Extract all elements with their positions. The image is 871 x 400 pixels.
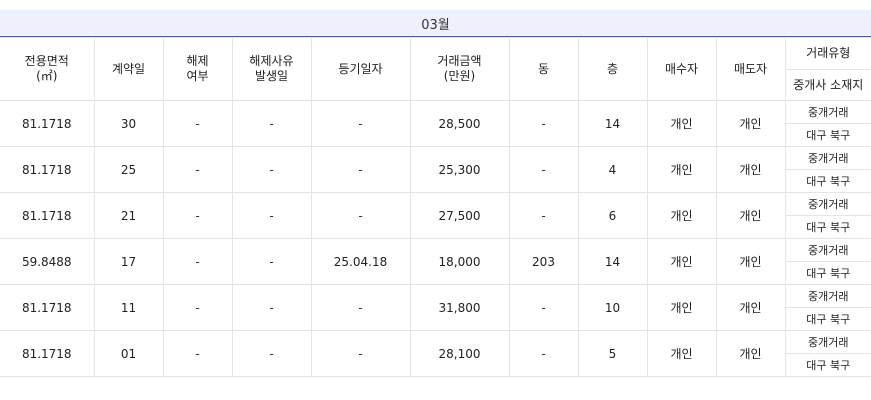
cell-buyer: 개인 xyxy=(646,238,717,285)
transaction-table: 전용면적 (㎡) 계약일 해제 여부 해제사유 발생일 등기일자 거래금액 (만… xyxy=(0,37,871,377)
cell-cancel-date: - xyxy=(231,146,312,193)
cell-cancel-date: - xyxy=(231,192,312,239)
cell-price: 25,300 xyxy=(409,146,510,193)
cell-cancel-date: - xyxy=(231,238,312,285)
col-header-dong: 동 xyxy=(508,37,579,101)
col-header-cancel-reason-date: 해제사유 발생일 xyxy=(231,37,312,101)
cell-seller: 개인 xyxy=(715,146,786,193)
cell-area: 81.1718 xyxy=(0,330,95,377)
cell-agent-location: 대구 북구 xyxy=(785,169,871,193)
col-header-seller: 매도자 xyxy=(715,37,786,101)
cell-area: 81.1718 xyxy=(0,284,95,331)
cell-deal-type: 중개거래 xyxy=(784,146,871,170)
cell-agent-location: 대구 북구 xyxy=(785,123,871,147)
table-row-sub: 대구 북구 xyxy=(0,123,871,147)
cell-dong: - xyxy=(508,192,579,239)
cell-cancel: - xyxy=(162,284,233,331)
cell-deal-type: 중개거래 xyxy=(784,192,871,216)
cell-dong: - xyxy=(508,284,579,331)
cell-contract-day: 11 xyxy=(93,284,164,331)
col-header-agent-location: 중개사 소재지 xyxy=(785,69,871,101)
cell-registration-date: - xyxy=(310,284,411,331)
cell-price: 18,000 xyxy=(409,238,510,285)
cell-area: 81.1718 xyxy=(0,146,95,193)
col-header-price: 거래금액 (만원) xyxy=(409,37,510,101)
cell-registration-date: - xyxy=(310,100,411,147)
cell-contract-day: 21 xyxy=(93,192,164,239)
month-label: 03월 xyxy=(421,17,450,33)
cell-area: 59.8488 xyxy=(0,238,95,285)
col-header-registration-date: 등기일자 xyxy=(310,37,411,101)
cell-seller: 개인 xyxy=(715,192,786,239)
cell-seller: 개인 xyxy=(715,284,786,331)
cell-floor: 6 xyxy=(577,192,648,239)
cell-area: 81.1718 xyxy=(0,192,95,239)
cell-price: 27,500 xyxy=(409,192,510,239)
cell-area: 81.1718 xyxy=(0,100,95,147)
table-row: 59.8488 17 - - 25.04.18 18,000 203 14 개인… xyxy=(0,238,871,285)
cell-cancel: - xyxy=(162,146,233,193)
cell-floor: 4 xyxy=(577,146,648,193)
cell-buyer: 개인 xyxy=(646,330,717,377)
col-header-deal-type: 거래유형 xyxy=(784,37,871,70)
cell-registration-date: - xyxy=(310,330,411,377)
cell-cancel-date: - xyxy=(231,284,312,331)
cell-buyer: 개인 xyxy=(646,146,717,193)
cell-registration-date: 25.04.18 xyxy=(310,238,411,285)
cell-cancel: - xyxy=(162,238,233,285)
cell-cancel-date: - xyxy=(231,100,312,147)
cell-deal-type: 중개거래 xyxy=(784,238,871,262)
col-header-contract-day: 계약일 xyxy=(93,37,164,101)
cell-dong: - xyxy=(508,146,579,193)
cell-cancel: - xyxy=(162,192,233,239)
cell-agent-location: 대구 북구 xyxy=(785,215,871,239)
table-row: 81.1718 21 - - - 27,500 - 6 개인 개인 중개거래 xyxy=(0,192,871,239)
cell-floor: 14 xyxy=(577,238,648,285)
table-row: 81.1718 01 - - - 28,100 - 5 개인 개인 중개거래 xyxy=(0,330,871,377)
cell-contract-day: 01 xyxy=(93,330,164,377)
cell-contract-day: 30 xyxy=(93,100,164,147)
col-header-area: 전용면적 (㎡) xyxy=(0,37,95,101)
cell-contract-day: 17 xyxy=(93,238,164,285)
cell-price: 31,800 xyxy=(409,284,510,331)
col-header-cancel: 해제 여부 xyxy=(162,37,233,101)
cell-price: 28,100 xyxy=(409,330,510,377)
cell-registration-date: - xyxy=(310,146,411,193)
cell-buyer: 개인 xyxy=(646,284,717,331)
cell-agent-location: 대구 북구 xyxy=(785,353,871,377)
cell-cancel: - xyxy=(162,100,233,147)
table-row-sub: 대구 북구 xyxy=(0,353,871,377)
table-header: 전용면적 (㎡) 계약일 해제 여부 해제사유 발생일 등기일자 거래금액 (만… xyxy=(0,37,871,101)
cell-floor: 5 xyxy=(577,330,648,377)
table-row-sub: 대구 북구 xyxy=(0,169,871,193)
cell-dong: - xyxy=(508,330,579,377)
col-header-floor: 층 xyxy=(577,37,648,101)
cell-seller: 개인 xyxy=(715,330,786,377)
cell-agent-location: 대구 북구 xyxy=(785,307,871,331)
col-header-buyer: 매수자 xyxy=(646,37,717,101)
month-header: 03월 xyxy=(0,10,871,37)
cell-dong: 203 xyxy=(508,238,579,285)
cell-cancel-date: - xyxy=(231,330,312,377)
cell-buyer: 개인 xyxy=(646,192,717,239)
cell-agent-location: 대구 북구 xyxy=(785,261,871,285)
table-body: 81.1718 30 - - - 28,500 - 14 개인 개인 중개거래 … xyxy=(0,100,871,377)
cell-contract-day: 25 xyxy=(93,146,164,193)
cell-deal-type: 중개거래 xyxy=(784,330,871,354)
cell-cancel: - xyxy=(162,330,233,377)
cell-floor: 14 xyxy=(577,100,648,147)
cell-registration-date: - xyxy=(310,192,411,239)
cell-dong: - xyxy=(508,100,579,147)
cell-seller: 개인 xyxy=(715,238,786,285)
cell-price: 28,500 xyxy=(409,100,510,147)
cell-deal-type: 중개거래 xyxy=(784,284,871,308)
table-row: 81.1718 30 - - - 28,500 - 14 개인 개인 중개거래 xyxy=(0,100,871,147)
table-row: 81.1718 11 - - - 31,800 - 10 개인 개인 중개거래 xyxy=(0,284,871,331)
cell-deal-type: 중개거래 xyxy=(784,100,871,124)
cell-floor: 10 xyxy=(577,284,648,331)
cell-seller: 개인 xyxy=(715,100,786,147)
cell-buyer: 개인 xyxy=(646,100,717,147)
table-row: 81.1718 25 - - - 25,300 - 4 개인 개인 중개거래 xyxy=(0,146,871,193)
